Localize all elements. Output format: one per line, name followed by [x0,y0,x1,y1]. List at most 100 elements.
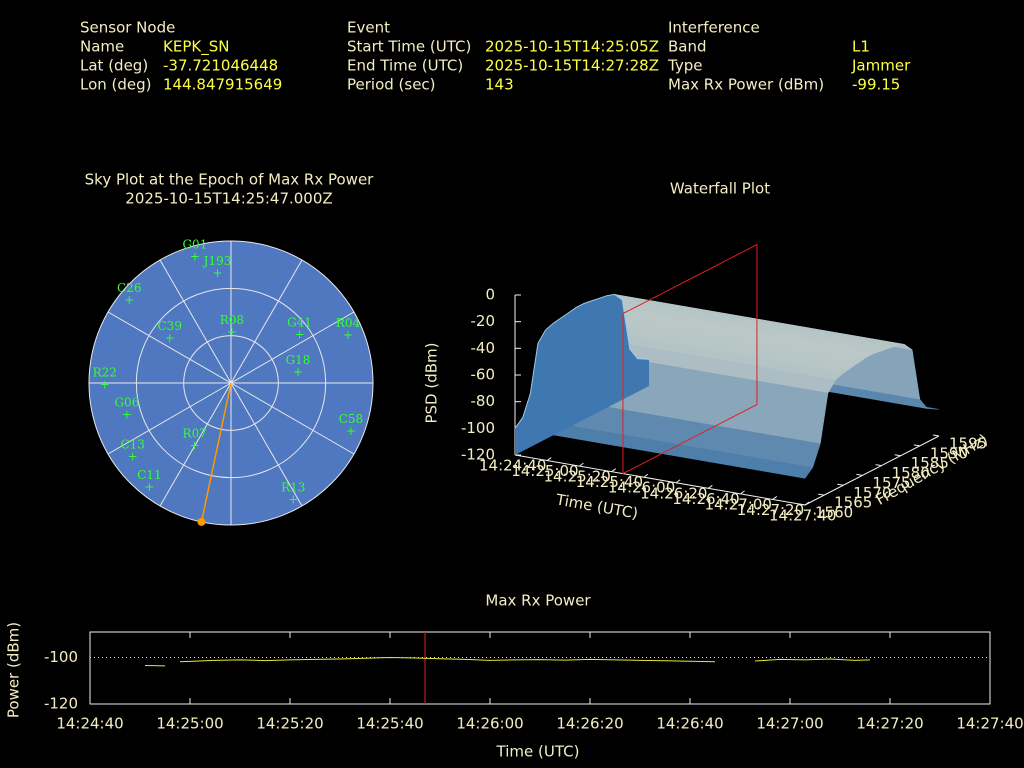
satellite-label: J193 [202,254,232,268]
x-tick-label: 14:27:20 [737,501,804,519]
y-tick-label: 1560 [815,504,853,522]
x-tick [675,479,681,484]
satellite-label: G18 [286,353,311,367]
x-tick-label: 14:27:40 [956,715,1023,733]
field-value: 143 [485,76,514,94]
satellite-label: C26 [117,281,141,295]
x-tick-label: 14:24:40 [56,715,123,733]
field-label: Max Rx Power (dBm) [668,76,824,94]
z-tick-label: -20 [471,312,496,330]
y-tick-label: -120 [44,695,78,713]
field-label: Start Time (UTC) [347,38,471,56]
field-label: End Time (UTC) [347,57,463,75]
azimuth-line [230,259,303,384]
satellite-label: C11 [137,468,161,482]
field-label: Lat (deg) [80,57,148,75]
field-value: Jammer [851,57,911,75]
azimuth-line [107,382,232,455]
section-title: Sensor Node [80,19,175,37]
satellite-label: R13 [281,481,305,495]
x-axis-title: Time (UTC) [496,743,580,761]
satellite-label: G01 [182,238,207,252]
y-tick-label: 1575 [872,474,910,492]
field-value: L1 [852,38,870,56]
y-tick-label: 1585 [911,454,949,472]
z-tick-label: -60 [471,366,496,384]
y-axis-title: Power (dBm) [5,622,23,718]
x-tick-label: 14:27:20 [856,715,923,733]
field-label: Band [668,38,707,56]
satellite-marker: + [343,328,353,342]
x-tick-label: 14:25:20 [256,715,323,733]
z-tick-label: -80 [471,392,496,410]
x-tick-label: 14:27:00 [705,495,772,513]
x-tick-label: 14:26:20 [556,715,623,733]
x-tick [643,473,649,478]
field-value: 2025-10-15T14:27:28Z [485,57,659,75]
satellite-label: R04 [336,316,361,330]
frequency-axis [804,435,940,506]
surface-profile [514,293,650,429]
field-value: -37.721046448 [163,57,278,75]
satellite-marker: + [227,325,237,339]
y-tick-label: 1565 [834,494,872,512]
satellite-marker: + [288,493,298,507]
y-tick-label: 1580 [892,464,930,482]
azimuth-line [230,311,355,384]
x-tick-label: 14:25:40 [576,473,643,491]
satellite-label: C58 [339,412,363,426]
field-label: Period (sec) [347,76,436,94]
y-tick [875,464,882,467]
x-tick-label: 14:26:00 [456,715,523,733]
satellite-marker: + [144,480,154,494]
x-tick-label: 14:25:20 [543,468,610,486]
field-label: Lon (deg) [80,76,152,94]
y-tick [837,483,844,486]
satellite-label: R08 [220,313,244,327]
x-tick-label: 14:26:20 [640,484,707,502]
z-axis-title: PSD (dBm) [423,342,441,423]
azimuth-line [230,382,355,455]
satellite-marker: + [346,424,356,438]
epoch-plane [622,243,758,475]
x-tick-label: 14:25:00 [156,715,223,733]
plot-frame [89,631,991,705]
azimuth-line [159,382,232,507]
x-tick [611,468,616,473]
satellite-label: C39 [158,319,182,333]
x-tick [579,462,584,467]
x-tick [740,490,745,495]
x-tick [804,501,810,506]
satellite-marker: + [190,438,200,452]
y-tick [913,444,920,447]
satellite-marker: + [124,293,134,307]
y-tick-label: 1595 [949,435,987,453]
x-tick-label: 14:26:40 [656,715,723,733]
field-value: 2025-10-15T14:25:05Z [485,38,659,56]
satellite-marker: + [294,328,304,342]
y-tick [856,473,863,476]
x-tick-label: 14:27:40 [769,507,836,525]
max-power-dot [197,517,206,526]
y-tick [894,454,901,457]
chart-subtitle: 2025-10-15T14:25:47.000Z [125,190,332,208]
satellite-label: C13 [120,438,144,452]
x-tick-label: 14:24:40 [479,457,546,475]
x-tick [708,484,713,489]
z-tick-label: -40 [471,339,496,357]
y-tick-label: 1590 [930,444,968,462]
satellite-marker: + [293,365,303,379]
field-value: KEPK_SN [163,38,229,57]
satellite-marker: + [100,378,110,392]
field-value: -99.15 [852,76,900,94]
field-label: Name [80,38,124,56]
satellite-marker: + [190,250,200,264]
chart-title: Max Rx Power [485,592,591,610]
surface-end-face [515,294,649,455]
satellite-marker: + [165,331,175,345]
z-tick-label: -120 [461,446,495,464]
chart-title: Sky Plot at the Epoch of Max Rx Power [85,171,375,189]
azimuth-line [230,382,303,507]
x-tick-label: 14:26:40 [672,490,739,508]
